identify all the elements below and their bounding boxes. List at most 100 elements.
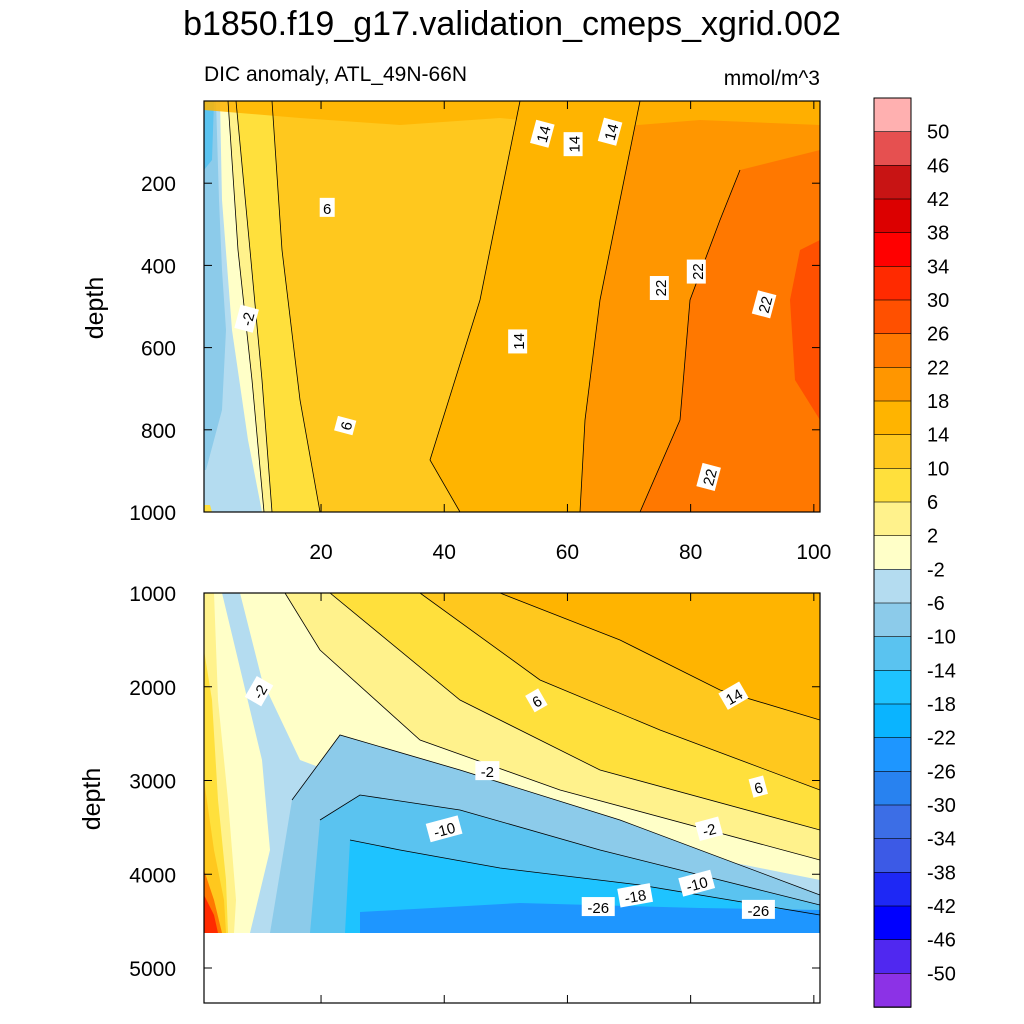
- x-tick-label: 80: [679, 541, 702, 564]
- contour-label: 22: [686, 259, 707, 284]
- colorbar-label: 42: [927, 189, 949, 211]
- contour-label-text: -10: [685, 874, 710, 896]
- contour-label: 6: [319, 197, 335, 218]
- contour-label-bg: [508, 329, 528, 354]
- colorbar-label: -6: [927, 593, 945, 615]
- contour-label-text: 14: [723, 686, 746, 709]
- colorbar-label: 34: [927, 256, 949, 278]
- contour-label-bg: [617, 883, 654, 908]
- contour-label-text: -26: [587, 900, 609, 917]
- colorbar-swatch: [873, 636, 912, 672]
- colorbar-label: -10: [927, 627, 956, 649]
- contour-label: 22: [751, 290, 777, 319]
- contour-label-bg: [741, 899, 775, 919]
- y-tick-label-upper: 200: [141, 173, 176, 196]
- contour-label: 22: [696, 462, 721, 491]
- x-tick-label: 100: [796, 541, 831, 564]
- contour-lower-minus18: [349, 839, 820, 916]
- upper-frame: [203, 100, 821, 513]
- colorbar-swatch: [873, 97, 912, 133]
- colorbar-swatch: [873, 333, 912, 369]
- lower-below-bottom: [204, 933, 820, 1003]
- colorbar-swatch: [873, 602, 912, 638]
- colorbar-swatch: [873, 973, 912, 1008]
- contour-label-text: 14: [567, 136, 584, 153]
- contour-label-bg: [696, 462, 721, 491]
- colorbar-swatch: [873, 299, 912, 335]
- field-lower-left-30: [204, 895, 218, 933]
- contour-lower-2: [329, 593, 820, 831]
- field-upper-band-26: [790, 240, 820, 420]
- contour-label-text: -2: [701, 821, 718, 841]
- y-tick-label-lower: 5000: [129, 958, 176, 981]
- colorbar-label: 14: [927, 425, 949, 447]
- contour-label-bg: [649, 276, 669, 301]
- colorbar-label: 46: [927, 155, 949, 177]
- contour-label-bg: [678, 869, 716, 897]
- contour-label: -10: [678, 869, 716, 897]
- colorbar-swatch: [873, 400, 912, 436]
- colorbar-swatch: [873, 367, 912, 402]
- contour-label: -10: [425, 815, 463, 843]
- contour-label: -2: [244, 676, 274, 707]
- contour-lower-10: [499, 593, 820, 721]
- colorbar-label: -34: [927, 829, 956, 851]
- colorbar-label: -14: [927, 660, 956, 682]
- contour-label-bg: [694, 816, 724, 842]
- contour-label-bg: [525, 688, 548, 713]
- colorbar-label: 50: [927, 122, 949, 144]
- contour-label: -2: [475, 761, 500, 781]
- contour-label: 14: [563, 132, 584, 157]
- contour-label: 14: [530, 119, 555, 148]
- lower-contour-labels: -2 6 14-26-10 -2-10-18-26 -26: [244, 676, 775, 920]
- field-lower-band-minus26: [360, 903, 820, 933]
- colorbar-swatch: [873, 569, 912, 604]
- lower-frame: [203, 592, 821, 1004]
- contour-label: 6: [748, 775, 768, 798]
- contour-label: -2: [234, 304, 259, 333]
- x-tick-label: 20: [309, 541, 332, 564]
- y-tick-label-lower: 4000: [129, 864, 176, 887]
- field-upper-surface: [204, 101, 820, 128]
- contour-label: 22: [649, 276, 670, 301]
- contour-lower-minus14: [319, 794, 820, 906]
- contour-label-text: -2: [481, 764, 494, 781]
- upper-contour-labels: 14 14 14 6 -2 22 22 22 14 6 22: [234, 117, 777, 491]
- colorbar-label: 26: [927, 324, 949, 346]
- contour-label-bg: [748, 775, 768, 798]
- contour-label: 14: [508, 329, 528, 354]
- contour-lower-minus10: [291, 734, 820, 896]
- y-tick-label-lower: 1000: [129, 583, 176, 606]
- colorbar-label: 2: [927, 526, 938, 548]
- contour-label-text: 22: [700, 467, 721, 488]
- colorbar-swatch: [873, 737, 912, 773]
- contour-label: 6: [334, 415, 356, 436]
- colorbar-swatch: [873, 266, 912, 301]
- colorbar-label: -22: [927, 728, 956, 750]
- contour-label-text: -2: [239, 311, 259, 328]
- chart-title: b1850.f19_g17.validation_cmeps_xgrid.002: [183, 5, 841, 43]
- contour-label-bg: [581, 897, 615, 917]
- colorbar-label: -50: [927, 963, 956, 985]
- contour-label-text: 22: [756, 295, 777, 316]
- colorbar-label: -2: [927, 559, 945, 581]
- colorbar-swatch: [873, 905, 912, 941]
- y-tick-label-upper: 1000: [129, 502, 176, 525]
- colorbar-swatch: [873, 501, 912, 537]
- colorbar-label: -38: [927, 862, 956, 884]
- contour-label: -26: [581, 897, 615, 917]
- contour-label-bg: [530, 119, 555, 148]
- lower-y-ticks: 1000 2000 3000 4000 5000: [129, 583, 820, 981]
- y-tick-label-lower: 3000: [129, 771, 176, 794]
- colorbar-label: 38: [927, 223, 949, 245]
- lower-y-axis-label: depth: [78, 768, 106, 831]
- field-upper-corner: [204, 505, 212, 512]
- colorbar-swatch: [873, 771, 912, 806]
- contour-label-bg: [751, 290, 777, 319]
- field-upper-band-minus14: [204, 101, 214, 170]
- colorbar-swatch: [873, 670, 912, 705]
- colorbar-swatch: [873, 535, 912, 571]
- panel-subtitle-left: DIC anomaly, ATL_49N-66N: [204, 63, 467, 86]
